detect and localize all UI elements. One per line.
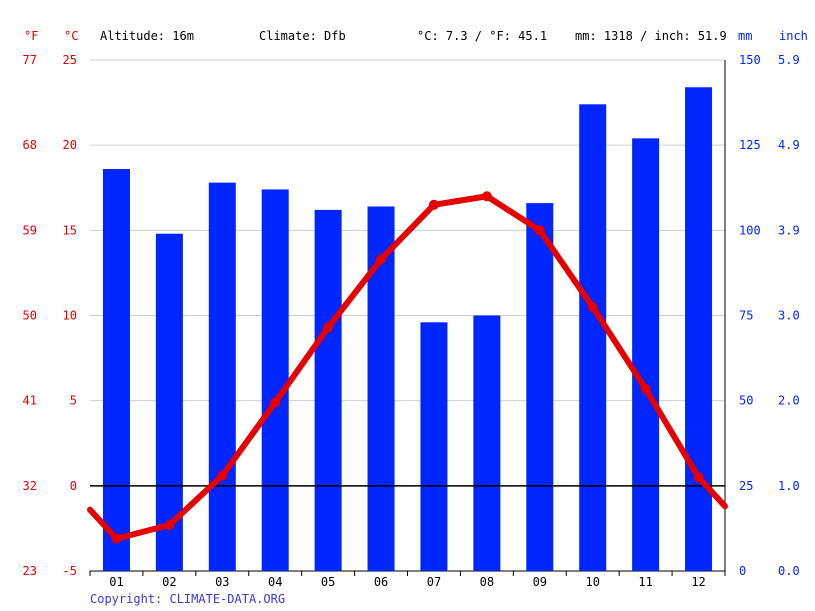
month-tick-label: 11: [638, 575, 652, 589]
celsius-tick-label: 5: [70, 394, 77, 408]
precipitation-bar: [579, 104, 607, 571]
temperature-point: [217, 470, 228, 481]
temperature-line: [87, 193, 728, 542]
celsius-tick-label: 20: [63, 138, 77, 152]
month-tick-label: 08: [480, 575, 494, 589]
inch-tick-label: 5.9: [778, 53, 800, 67]
mm-tick-label: 0: [739, 564, 746, 578]
month-tick-label: 03: [215, 575, 229, 589]
altitude-label: Altitude: 16m: [100, 29, 194, 43]
temperature-point: [270, 397, 281, 408]
inch-tick-label: 1.0: [778, 479, 800, 493]
precipitation-bar: [473, 315, 501, 571]
inch-tick-label: 0.0: [778, 564, 800, 578]
month-tick-label: 09: [533, 575, 547, 589]
precipitation-bar: [526, 203, 554, 571]
temperature-line-group: [87, 191, 728, 544]
precipitation-bar: [102, 169, 130, 571]
temperature-point: [323, 322, 334, 333]
precipitation-bar: [208, 182, 236, 571]
mm-tick-label: 75: [739, 309, 753, 323]
inch-tick-label: 3.0: [778, 309, 800, 323]
celsius-tick-label: 0: [70, 479, 77, 493]
temperature-point: [164, 520, 175, 531]
climate-label: Climate: Dfb: [259, 29, 346, 43]
mm-tick-label: 100: [739, 223, 761, 237]
precipitation-bar: [420, 322, 448, 571]
mm-tick-label: 150: [739, 53, 761, 67]
precipitation-bar: [685, 87, 713, 572]
mm-tick-label: 125: [739, 138, 761, 152]
unit-inch: inch: [779, 29, 808, 43]
gridlines: [90, 59, 726, 572]
fahrenheit-tick-label: 77: [23, 53, 37, 67]
inch-tick-label: 4.9: [778, 138, 800, 152]
month-tick-label: 10: [585, 575, 599, 589]
average-temperature-label: °C: 7.3 / °F: 45.1: [417, 29, 547, 43]
month-tick-label: 01: [109, 575, 123, 589]
celsius-tick-label: 10: [63, 309, 77, 323]
precipitation-bar: [632, 138, 660, 571]
right-axis-ticks: 150 5.9 125 4.9 100 3.9 75 3.0 50 2.0 25 1.0 0 0.0: [739, 53, 800, 578]
fahrenheit-tick-label: 68: [23, 138, 37, 152]
mm-tick-label: 25: [739, 479, 753, 493]
fahrenheit-tick-label: 59: [23, 223, 37, 237]
precipitation-bar: [314, 209, 342, 572]
inch-tick-label: 2.0: [778, 394, 800, 408]
temperature-point: [111, 533, 122, 544]
temperature-point: [693, 472, 704, 483]
celsius-tick-label: -5: [63, 564, 77, 578]
celsius-tick-label: 15: [63, 223, 77, 237]
x-axis-ticks: 01 02 03 04 05 06 07 08 09 10 11 12: [89, 571, 726, 589]
month-tick-label: 07: [427, 575, 441, 589]
fahrenheit-tick-label: 50: [23, 309, 37, 323]
temperature-point: [481, 191, 492, 202]
temperature-point: [376, 254, 387, 265]
copyright-link[interactable]: Copyright: CLIMATE-DATA.ORG: [90, 592, 285, 606]
fahrenheit-tick-label: 41: [23, 394, 37, 408]
fahrenheit-tick-label: 32: [23, 479, 37, 493]
month-tick-label: 05: [321, 575, 335, 589]
mm-tick-label: 50: [739, 394, 753, 408]
fahrenheit-tick-label: 23: [23, 564, 37, 578]
total-precipitation-label: mm: 1318 / inch: 51.9: [575, 29, 727, 43]
month-tick-label: 06: [374, 575, 388, 589]
inch-tick-label: 3.9: [778, 223, 800, 237]
unit-mm: mm: [738, 29, 752, 43]
unit-fahrenheit: °F: [24, 29, 38, 43]
left-axis-ticks: 77 25 68 20 59 15 50 10 41 5 32 0 23 -5: [23, 53, 77, 578]
temperature-point: [640, 383, 651, 394]
celsius-tick-label: 25: [63, 53, 77, 67]
month-tick-label: 12: [691, 575, 705, 589]
temperature-point: [428, 199, 439, 210]
month-tick-label: 04: [268, 575, 282, 589]
temperature-point: [587, 301, 598, 312]
month-tick-label: 02: [162, 575, 176, 589]
temperature-point: [534, 225, 545, 236]
unit-celsius: °C: [64, 29, 78, 43]
precipitation-bar: [261, 189, 289, 571]
